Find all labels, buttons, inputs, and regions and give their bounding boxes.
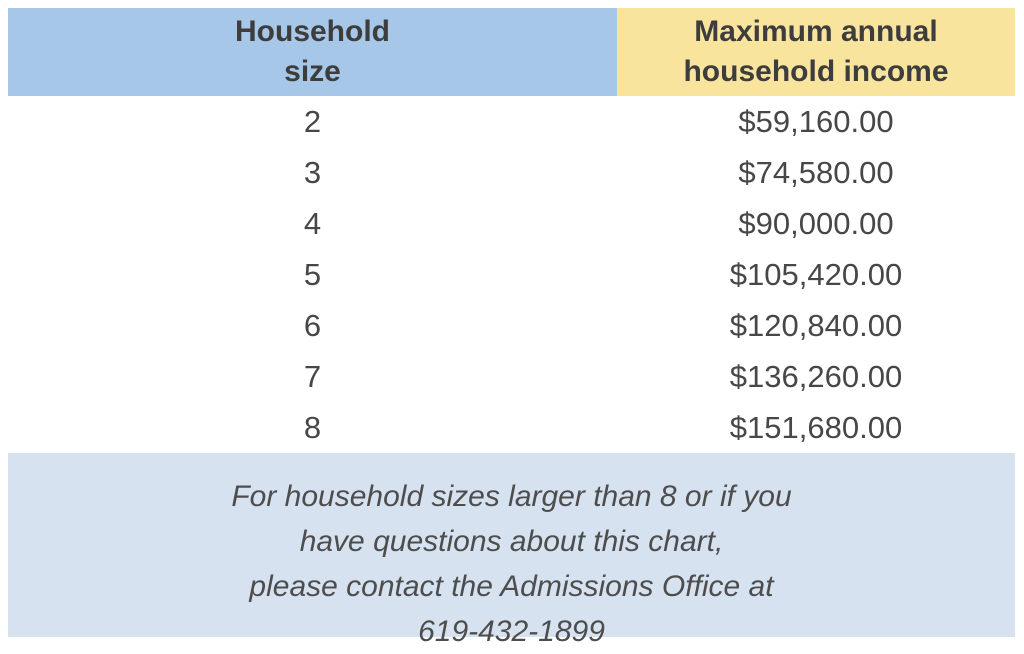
income-value: $105,420.00 [729,256,903,292]
household-size-value: 2 [303,103,322,139]
income-value: $136,260.00 [729,358,903,394]
header-household-size-label: Household size [235,15,390,88]
household-size-value: 3 [303,154,322,190]
table-row: 7 $136,260.00 [8,351,1015,402]
income-eligibility-table: Household size Maximum annual household … [8,8,1015,648]
table-header-row: Household size Maximum annual household … [8,8,1015,96]
footer-line: For household sizes larger than 8 or if … [231,480,792,513]
income-value: $151,680.00 [729,409,903,445]
income-value: $90,000.00 [738,205,894,241]
table-row: 4 $90,000.00 [8,198,1015,249]
household-size-value: 6 [303,307,322,343]
table-row: 8 $151,680.00 [8,402,1015,453]
table-body: 2 $59,160.00 3 $74,580.00 4 $90,000.00 5… [8,96,1015,453]
footer-line: please contact the Admissions Office at [249,570,774,603]
table-row: 5 $105,420.00 [8,249,1015,300]
table-row: 6 $120,840.00 [8,300,1015,351]
household-size-value: 5 [303,256,322,292]
footer-phone: 619-432-1899 [418,615,605,648]
header-max-income-label: Maximum annual household income [683,15,949,88]
table-row: 2 $59,160.00 [8,96,1015,147]
household-size-value: 4 [303,205,322,241]
household-size-value: 8 [303,409,322,445]
income-value: $59,160.00 [738,103,894,139]
table-row: 3 $74,580.00 [8,147,1015,198]
footer-note: For household sizes larger than 8 or if … [8,453,1015,648]
header-cell-household-size: Household size [8,8,617,96]
footer-line: have questions about this chart, [299,525,724,558]
household-size-value: 7 [303,358,322,394]
income-value: $120,840.00 [729,307,903,343]
income-value: $74,580.00 [738,154,894,190]
header-cell-max-income: Maximum annual household income [617,8,1015,96]
